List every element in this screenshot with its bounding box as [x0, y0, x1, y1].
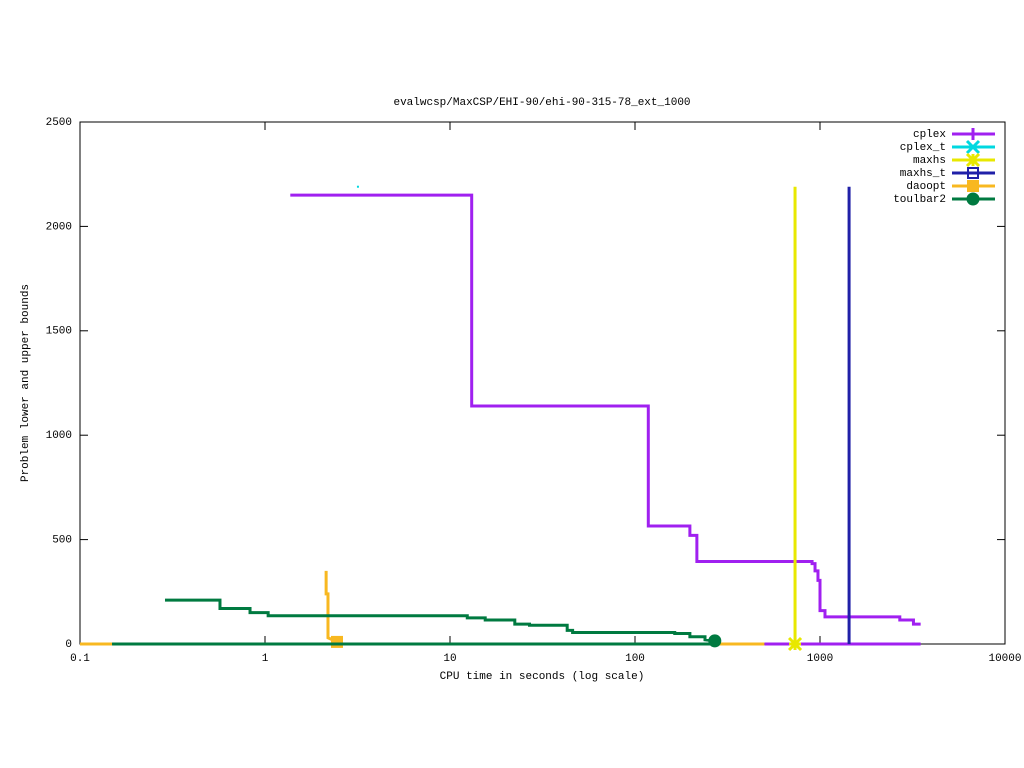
- series-line: [80, 570, 765, 646]
- y-tick-label: 0: [65, 639, 72, 651]
- legend-label: maxhs: [913, 155, 946, 167]
- x-axis-label: CPU time in seconds (log scale): [440, 671, 645, 683]
- x-tick-label: 100: [625, 653, 645, 665]
- marker: [966, 192, 980, 206]
- legend-label: cplex_t: [900, 142, 946, 154]
- marker: [787, 636, 803, 652]
- marker: [965, 139, 981, 155]
- marker: [967, 167, 979, 179]
- y-tick-label: 1500: [46, 326, 72, 338]
- y-tick-label: 1000: [46, 430, 72, 442]
- y-tick-label: 500: [52, 535, 72, 547]
- chart-title: evalwcsp/MaxCSP/EHI-90/ehi-90-315-78_ext…: [393, 97, 690, 109]
- x-tick-label: 10: [443, 653, 456, 665]
- x-tick-label: 0.1: [70, 653, 90, 665]
- y-tick-label: 2000: [46, 221, 72, 233]
- marker: [967, 180, 979, 192]
- y-axis-label: Problem lower and upper bounds: [20, 284, 32, 482]
- marker: [967, 128, 979, 140]
- legend-label: maxhs_t: [900, 168, 946, 180]
- legend-label: toulbar2: [893, 194, 946, 206]
- x-tick-label: 1000: [807, 653, 833, 665]
- x-tick-label: 1: [262, 653, 269, 665]
- marker: [330, 635, 343, 648]
- marker: [708, 634, 722, 648]
- legend-label: daoopt: [906, 181, 946, 193]
- marker: [965, 152, 981, 168]
- data-point: [356, 185, 359, 188]
- series-line: [112, 598, 715, 646]
- legend-label: cplex: [913, 129, 946, 141]
- x-tick-label: 10000: [988, 653, 1021, 665]
- y-tick-label: 2500: [46, 117, 72, 129]
